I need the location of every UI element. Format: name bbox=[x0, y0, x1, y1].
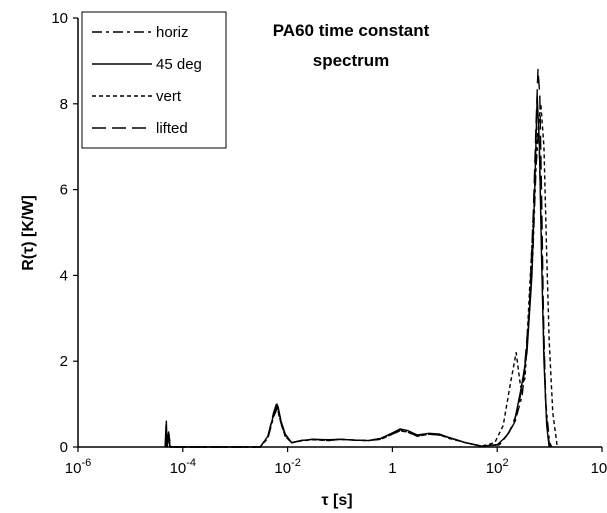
legend-label: lifted bbox=[156, 120, 188, 137]
x-tick-label: 104 bbox=[591, 457, 607, 477]
series-line-horiz bbox=[164, 124, 553, 448]
chart-title-line-1: PA60 time constant bbox=[273, 21, 430, 40]
x-tick-label: 102 bbox=[486, 457, 509, 477]
series-line-vert bbox=[164, 103, 558, 448]
y-tick-label: 6 bbox=[60, 182, 68, 199]
legend-box bbox=[81, 11, 227, 149]
chart-title-line-2: spectrum bbox=[313, 51, 390, 70]
x-tick-label: 10-2 bbox=[274, 457, 300, 477]
y-tick-label: 0 bbox=[60, 439, 68, 456]
y-axis-title: R(τ) [K/W] bbox=[20, 195, 37, 271]
y-tick-label: 4 bbox=[60, 267, 68, 284]
legend-label: vert bbox=[156, 88, 182, 105]
y-tick-label: 2 bbox=[60, 353, 68, 370]
y-ticks: 0 2 4 6 8 10 bbox=[51, 10, 78, 456]
legend-label: 45 deg bbox=[156, 56, 202, 73]
x-tick-label: 10-4 bbox=[170, 457, 196, 477]
legend-label: horiz bbox=[156, 24, 189, 41]
y-tick-label: 10 bbox=[51, 10, 68, 27]
series-line-lifted bbox=[164, 68, 551, 448]
legend: horiz 45 deg vert lifted bbox=[81, 11, 227, 149]
x-tick-label: 10-6 bbox=[65, 457, 91, 477]
x-tick-label: 1 bbox=[388, 460, 396, 477]
x-ticks: 10-6 10-4 10-2 1 102 104 bbox=[65, 447, 607, 477]
x-axis-title: τ [s] bbox=[321, 492, 352, 509]
plot-area: 0 2 4 6 8 10 10-6 10-4 10-2 1 102 104 bbox=[51, 10, 607, 477]
series-group bbox=[164, 68, 558, 448]
y-tick-label: 8 bbox=[60, 96, 68, 113]
